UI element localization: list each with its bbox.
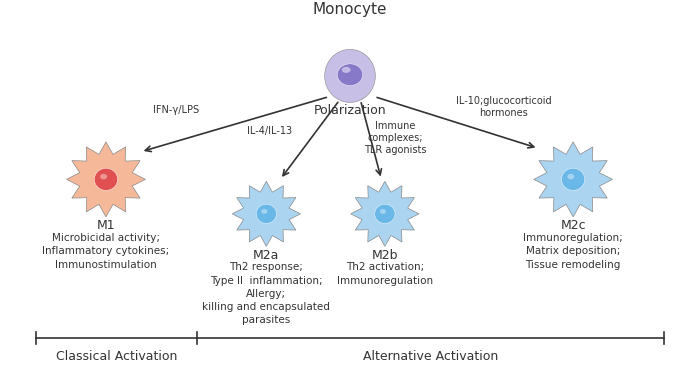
Text: IL-4/IL-13: IL-4/IL-13	[247, 126, 293, 136]
Text: Th2 response;
Type II  inflammation;
Allergy;
killing and encapsulated
parasites: Th2 response; Type II inflammation; Alle…	[202, 262, 330, 325]
Text: M2b: M2b	[372, 249, 398, 262]
Ellipse shape	[94, 168, 118, 190]
Ellipse shape	[100, 174, 107, 179]
Ellipse shape	[256, 204, 276, 224]
Ellipse shape	[567, 174, 574, 179]
Text: IL-10;glucocorticoid
hormones: IL-10;glucocorticoid hormones	[456, 96, 551, 118]
Ellipse shape	[325, 49, 375, 102]
Polygon shape	[232, 181, 300, 246]
Polygon shape	[66, 142, 146, 217]
Text: M1: M1	[97, 220, 116, 232]
Ellipse shape	[342, 67, 351, 73]
Text: M2a: M2a	[253, 249, 279, 262]
Ellipse shape	[374, 204, 395, 224]
Ellipse shape	[561, 168, 584, 190]
Text: Polarization: Polarization	[314, 104, 386, 116]
Ellipse shape	[337, 64, 363, 86]
Text: M2c: M2c	[560, 220, 586, 232]
Text: Th2 activation;
Immunoregulation: Th2 activation; Immunoregulation	[337, 262, 433, 285]
Polygon shape	[351, 181, 419, 246]
Text: Monocyte: Monocyte	[313, 2, 387, 17]
Ellipse shape	[380, 209, 386, 214]
Text: Alternative Activation: Alternative Activation	[363, 350, 498, 363]
Text: Microbicidal activity;
Inflammatory cytokines;
Immunostimulation: Microbicidal activity; Inflammatory cyto…	[42, 233, 169, 270]
Polygon shape	[533, 142, 612, 217]
Text: IFN-γ/LPS: IFN-γ/LPS	[153, 105, 199, 115]
Ellipse shape	[261, 209, 267, 214]
Text: Classical Activation: Classical Activation	[56, 350, 177, 363]
Text: Immune
complexes;
TLR agonists: Immune complexes; TLR agonists	[364, 122, 426, 154]
Text: Immunoregulation;
Matrix deposition;
Tissue remodeling: Immunoregulation; Matrix deposition; Tis…	[523, 233, 623, 270]
